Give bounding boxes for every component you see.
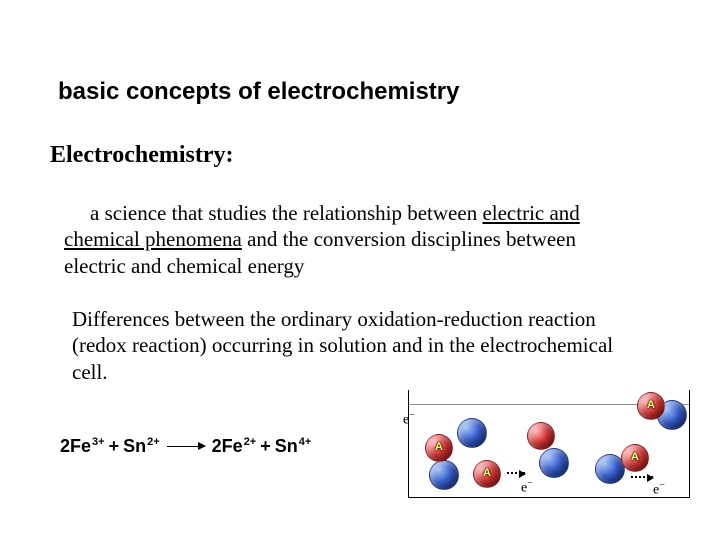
eq-plus1: + [109,436,120,457]
eq-plus2: + [260,436,271,457]
redox-equation: 2Fe3+ + Sn2+ 2Fe2+ + Sn4+ [60,436,311,457]
ion-label: A [483,467,491,479]
electron-label: e− [521,478,533,497]
blue-ion-ball [429,460,459,490]
definition-text: a science that studies the relationship … [64,200,634,279]
ion-label: A [435,441,443,453]
eq-rhs2: Sn4+ [275,436,312,457]
electron-label: e− [403,410,415,429]
definition-pre: a science that studies the relationship … [90,201,482,225]
solution-diagram: AAAAe−e−e− [408,390,690,510]
red-ion-ball [527,422,555,450]
eq-lhs2: Sn2+ [123,436,160,457]
ion-label: A [647,399,655,411]
eq-lhs1: 2Fe3+ [60,436,105,457]
electron-transfer-arrow [507,472,525,474]
electron-transfer-arrow [631,476,653,478]
reaction-arrow [167,446,205,448]
differences-text: Differences between the ordinary oxidati… [72,306,632,385]
ion-label: A [631,451,639,463]
electron-label: e− [653,480,665,499]
section-subtitle: Electrochemistry: [50,142,233,169]
page-title: basic concepts of electrochemistry [58,78,459,106]
blue-ion-ball [539,448,569,478]
eq-rhs1: 2Fe2+ [212,436,257,457]
beaker-outline: AAAAe−e−e− [408,390,690,498]
blue-ion-ball [457,418,487,448]
